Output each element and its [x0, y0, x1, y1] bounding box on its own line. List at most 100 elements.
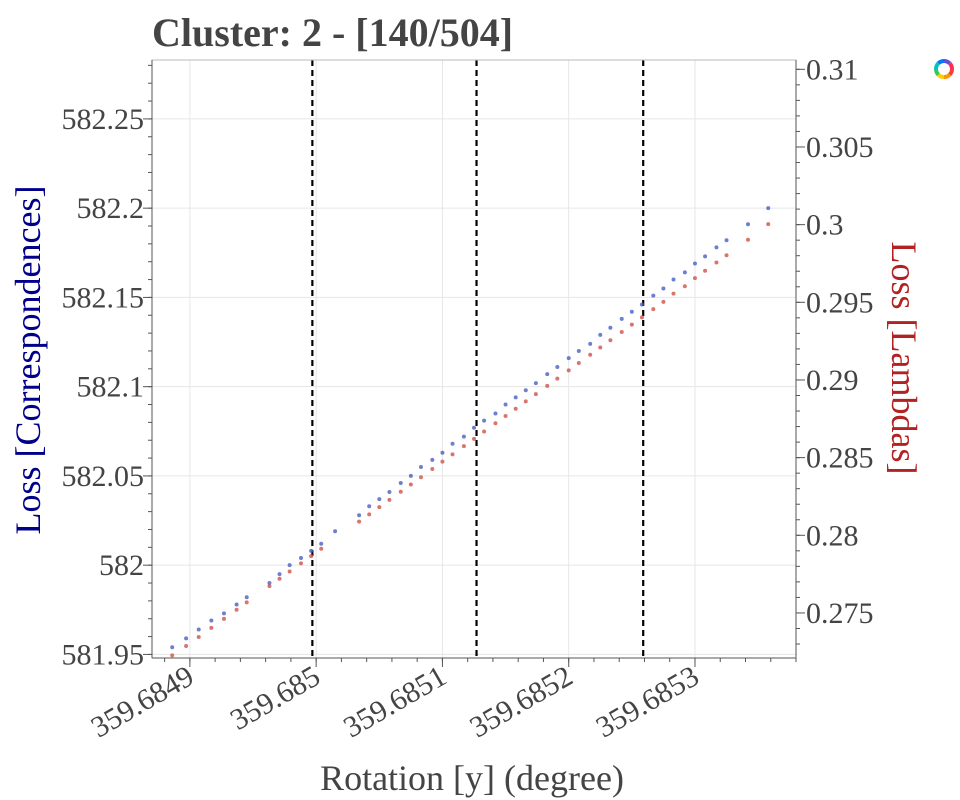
correspondence-point [450, 441, 455, 446]
y-right-tick-label: 0.31 [806, 53, 859, 86]
lambda-point [503, 414, 508, 418]
y-axis-right-title: Loss [Lambdas] [884, 242, 924, 475]
lambda-point [430, 466, 435, 471]
correspondence-point [221, 611, 226, 616]
lambda-point [398, 489, 403, 494]
lambda-point [545, 383, 550, 388]
lambda-point [408, 482, 413, 487]
data-points [170, 206, 771, 658]
y-right-tick-label: 0.29 [806, 364, 859, 397]
lambda-point [287, 569, 292, 574]
correspondence-point [724, 238, 729, 243]
x-tick-label: 359.6849 [85, 659, 199, 744]
lambda-point [357, 519, 362, 524]
lambda-point [450, 452, 455, 457]
color-wheel-segment [948, 68, 955, 77]
lambda-point [714, 260, 719, 265]
correspondence-point [184, 636, 189, 641]
color-wheel-segment [943, 73, 952, 80]
correspondence-point [639, 302, 644, 307]
lambda-point [639, 315, 644, 320]
lambda-point [766, 222, 771, 227]
lambda-point [319, 546, 324, 551]
y-left-tick-label: 582.2 [77, 192, 145, 225]
correspondence-point [576, 348, 581, 353]
correspondence-point [367, 504, 372, 509]
correspondence-point [766, 206, 771, 211]
correspondence-point [430, 457, 435, 462]
vertical-markers [311, 60, 645, 658]
color-wheel-icon[interactable] [933, 58, 955, 80]
correspondence-point [267, 581, 272, 586]
lambda-point [533, 392, 538, 397]
lambda-point [377, 505, 382, 510]
correspondence-point [545, 372, 550, 377]
lambda-point [661, 299, 666, 304]
lambda-point [244, 600, 249, 605]
lambda-point [482, 429, 487, 434]
correspondence-point [209, 618, 214, 623]
lambda-point [703, 268, 708, 273]
x-tick-label: 359.6853 [591, 659, 705, 744]
correspondence-point [629, 309, 634, 314]
correspondence-point [661, 286, 666, 291]
correspondence-point [523, 388, 528, 393]
correspondence-point [503, 402, 508, 407]
lambda-point [277, 576, 282, 581]
lambda-point [299, 561, 303, 566]
correspondence-point [398, 481, 403, 486]
lambda-point [418, 475, 423, 480]
color-wheel-segment [943, 58, 952, 65]
correspondence-point [482, 418, 487, 423]
correspondence-point [418, 465, 423, 469]
correspondence-point [619, 316, 624, 321]
lambda-point [682, 284, 687, 289]
correspondence-point [566, 356, 571, 361]
y-left-tick-label: 582.15 [62, 281, 145, 314]
correspondence-point [682, 270, 687, 275]
y-left-tick-label: 582.05 [62, 460, 145, 493]
lambda-point [309, 554, 314, 559]
lambda-point [170, 653, 175, 658]
lambda-point [651, 307, 656, 312]
lambda-point [267, 584, 272, 589]
lambda-point [619, 329, 624, 334]
correspondence-point [651, 293, 656, 298]
correspondence-point [287, 563, 292, 568]
lambda-point [746, 237, 751, 242]
y-left-tick-label: 582 [99, 549, 144, 582]
correspondence-point [714, 245, 719, 250]
correspondence-point [493, 411, 498, 416]
lambda-point [724, 253, 729, 258]
ticks: 581.95 582 582.05 582.1 582.15 582.2 582.25 0.2… [62, 53, 874, 744]
lambda-point [440, 459, 445, 464]
correspondence-point [408, 473, 413, 478]
lambda-point [234, 607, 239, 612]
correspondence-point [299, 556, 303, 561]
correspondence-point [461, 434, 466, 439]
correspondence-point [333, 529, 338, 534]
x-tick-label: 359.6851 [338, 659, 452, 744]
lambda-point [671, 291, 676, 296]
correspondence-point [170, 645, 175, 650]
lambda-point [555, 376, 560, 381]
x-tick-label: 359.685 [225, 659, 326, 736]
correspondence-point [588, 341, 593, 346]
correspondence-point [598, 332, 603, 337]
lambda-point [692, 276, 697, 281]
correspondence-point [692, 261, 697, 266]
y-right-tick-label: 0.3 [806, 209, 844, 242]
lambda-point [608, 338, 613, 343]
correspondence-point [357, 513, 362, 518]
y-left-tick-label: 582.1 [77, 371, 145, 404]
y-right-tick-label: 0.305 [806, 131, 874, 164]
y-axis-left-title: Loss [Correspondences] [8, 186, 48, 535]
axes [151, 59, 797, 659]
chart-title: Cluster: 2 - [140/504] [152, 10, 513, 55]
color-wheel-segment [936, 58, 945, 65]
correspondence-point [309, 548, 314, 553]
correspondence-point [277, 572, 282, 577]
correspondence-point [319, 541, 324, 546]
x-axis-title: Rotation [y] (degree) [320, 758, 624, 798]
grid [152, 60, 796, 658]
